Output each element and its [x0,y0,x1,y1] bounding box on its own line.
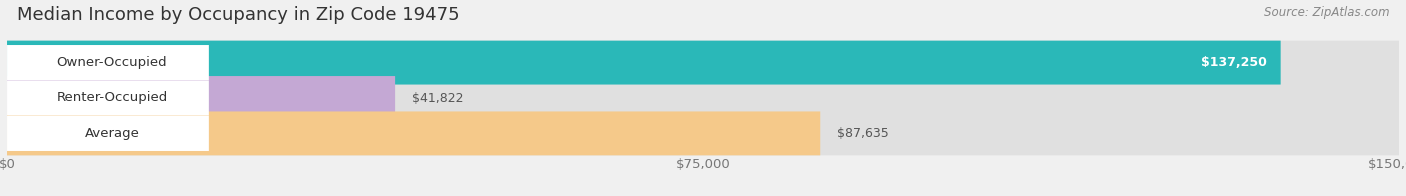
FancyBboxPatch shape [7,41,1281,84]
FancyBboxPatch shape [7,76,395,120]
FancyBboxPatch shape [7,116,209,151]
FancyBboxPatch shape [7,112,1399,155]
Text: $87,635: $87,635 [837,127,889,140]
Text: $137,250: $137,250 [1201,56,1267,69]
Text: Average: Average [84,127,139,140]
Text: $41,822: $41,822 [412,92,464,104]
FancyBboxPatch shape [7,112,820,155]
FancyBboxPatch shape [7,80,209,116]
FancyBboxPatch shape [7,41,1399,84]
FancyBboxPatch shape [7,45,209,80]
Text: Median Income by Occupancy in Zip Code 19475: Median Income by Occupancy in Zip Code 1… [17,6,460,24]
Text: Renter-Occupied: Renter-Occupied [56,92,167,104]
FancyBboxPatch shape [7,76,1399,120]
Text: Owner-Occupied: Owner-Occupied [56,56,167,69]
Text: Source: ZipAtlas.com: Source: ZipAtlas.com [1264,6,1389,19]
